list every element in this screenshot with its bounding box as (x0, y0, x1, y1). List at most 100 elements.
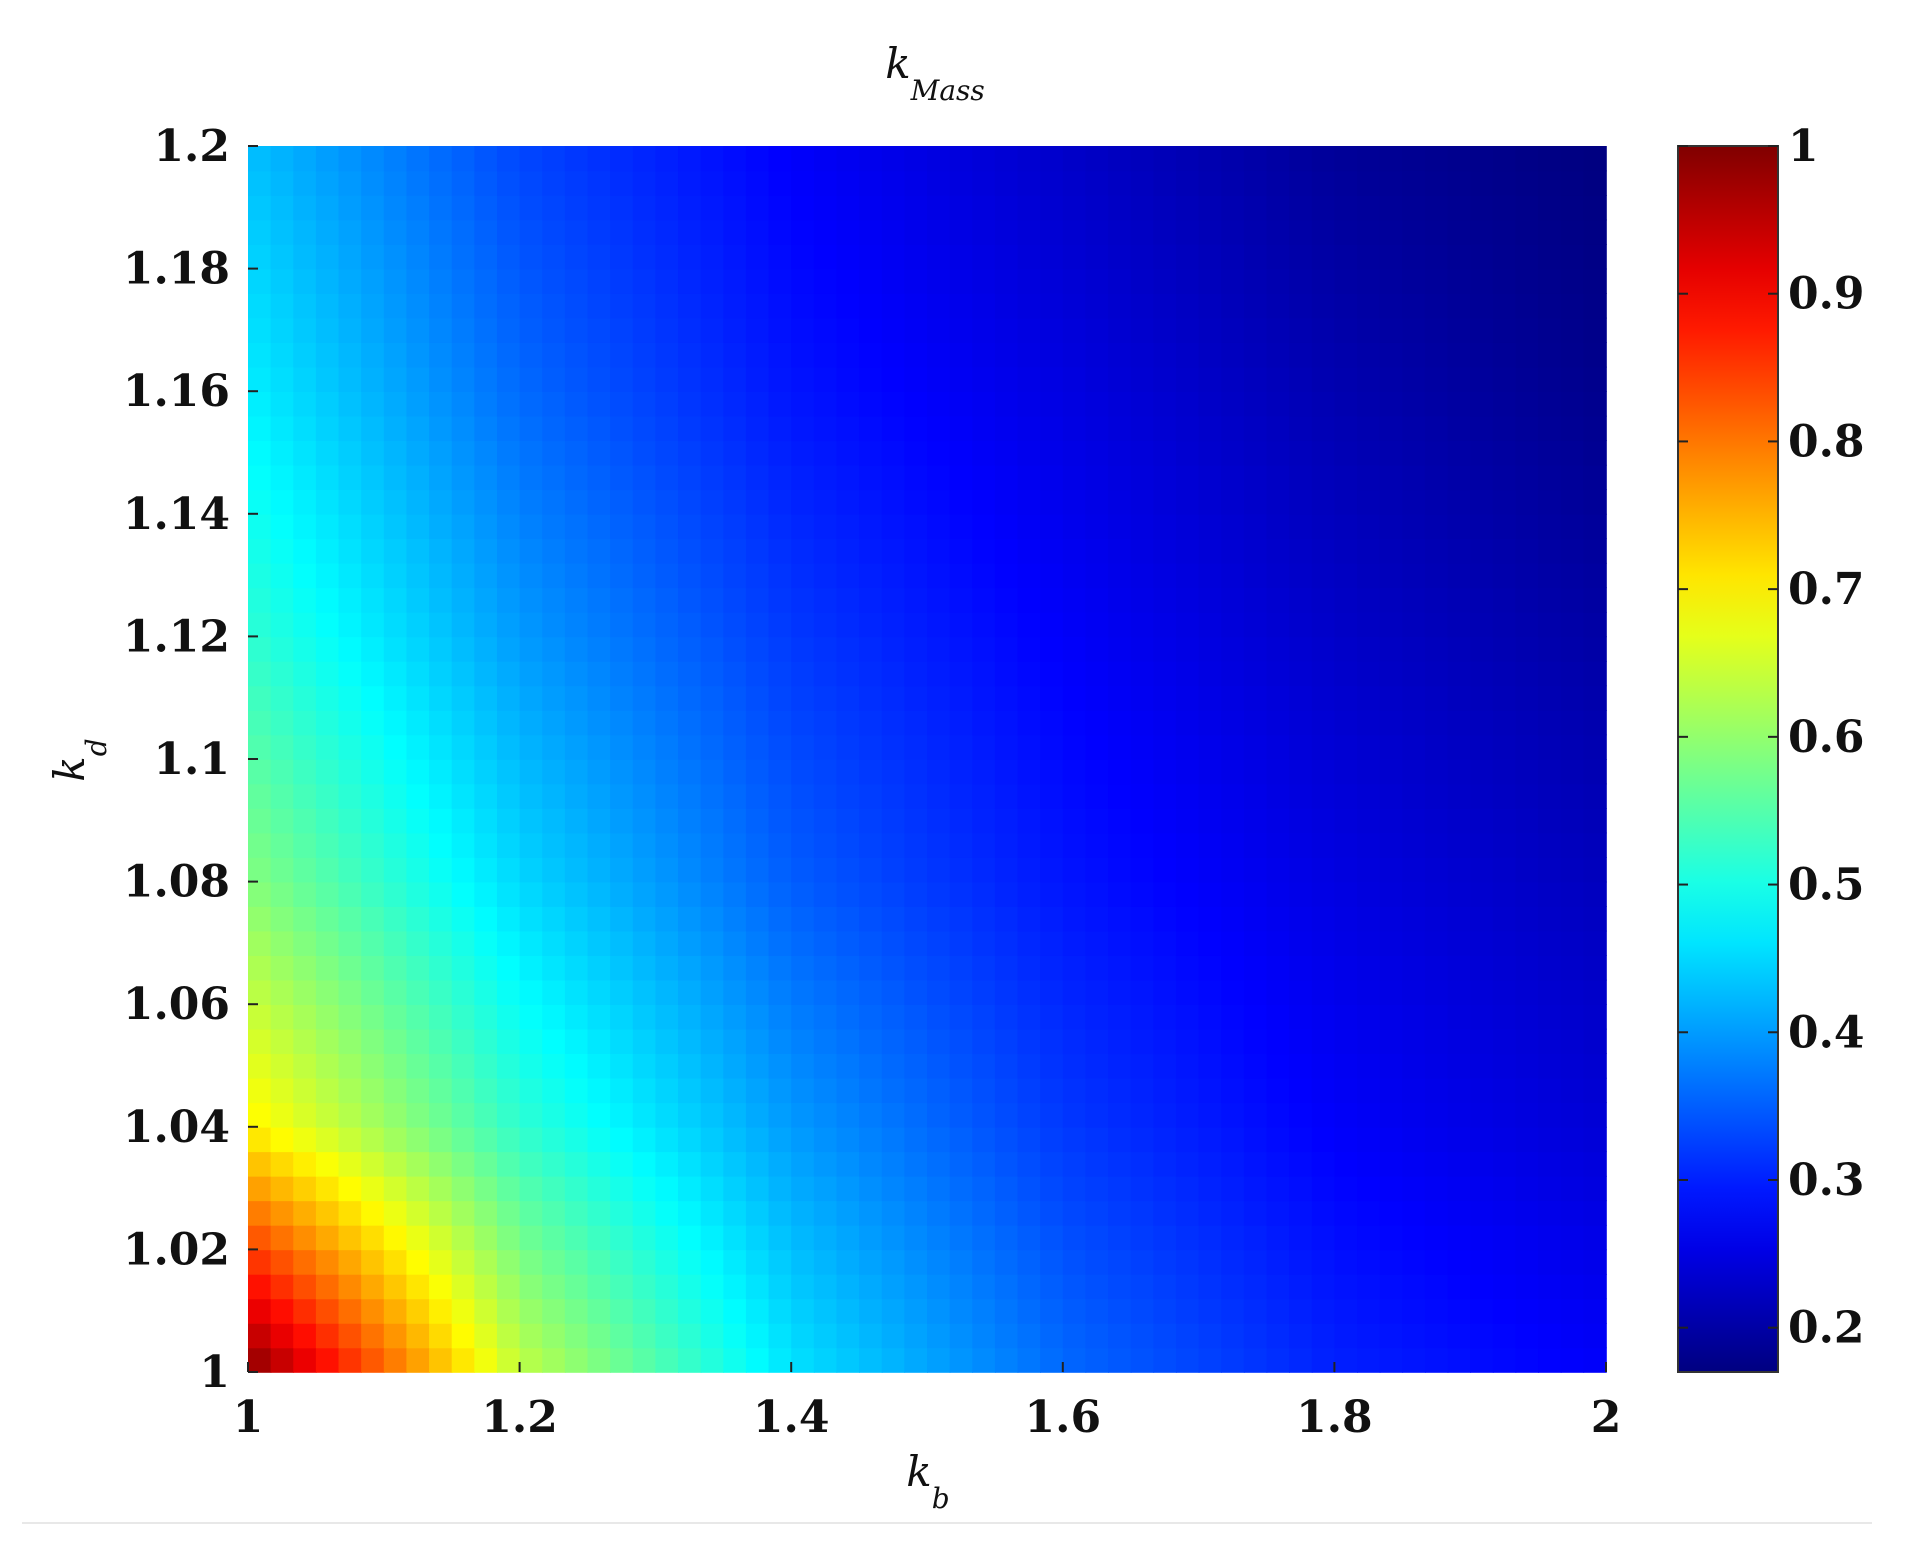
heatmap-cell (1311, 268, 1336, 294)
heatmap-cell (1243, 1102, 1268, 1128)
heatmap-cell (1560, 1004, 1585, 1030)
heatmap-cell (1311, 832, 1336, 858)
heatmap-cell (1492, 268, 1517, 294)
heatmap-cell (1198, 1224, 1223, 1251)
heatmap-cell (519, 146, 544, 172)
heatmap-cell (406, 759, 430, 785)
heatmap-cell (655, 1200, 679, 1226)
heatmap-cell (1583, 464, 1607, 491)
heatmap-cell (1266, 1249, 1290, 1275)
heatmap-cell (768, 170, 792, 196)
heatmap-cell (1447, 366, 1471, 392)
heatmap-cell (723, 979, 747, 1005)
heatmap-cell (587, 906, 611, 932)
x-tick-label: 1.8 (1296, 1392, 1373, 1443)
heatmap-cell (655, 170, 679, 196)
heatmap-cell (1492, 1004, 1517, 1030)
heatmap-cell (1492, 464, 1517, 491)
heatmap-cell (904, 415, 928, 442)
heatmap-cell (338, 1298, 362, 1324)
heatmap-cell (1492, 562, 1517, 589)
heatmap-cell (723, 1298, 747, 1324)
heatmap-cell (994, 636, 1019, 662)
heatmap-cell (1040, 930, 1064, 956)
heatmap-cell (1311, 1249, 1336, 1275)
heatmap-cell (1130, 808, 1155, 834)
heatmap-cell (1379, 1102, 1404, 1128)
heatmap-cell (293, 660, 317, 687)
heatmap-cell (1062, 1028, 1087, 1055)
heatmap-cell (587, 709, 611, 736)
heatmap-cell (1447, 660, 1471, 687)
heatmap-cell (1424, 930, 1449, 956)
heatmap-cell (270, 513, 295, 540)
heatmap-cell (564, 857, 589, 883)
heatmap-cell (587, 366, 611, 392)
heatmap-cell (1198, 857, 1223, 883)
heatmap-cell (542, 1102, 566, 1128)
heatmap-cell (1085, 1322, 1109, 1349)
heatmap-cell (1379, 734, 1404, 760)
heatmap-cell (1538, 1102, 1562, 1128)
heatmap-cell (1538, 660, 1562, 687)
heatmap-cell (383, 562, 408, 589)
heatmap-cell (474, 660, 498, 687)
heatmap-cell (1334, 1028, 1358, 1055)
heatmap-cell (813, 1224, 838, 1251)
heatmap-cell (1357, 1175, 1381, 1202)
heatmap-cell (383, 513, 408, 540)
heatmap-cell (678, 146, 702, 172)
heatmap-cell (655, 366, 679, 392)
heatmap-cell (1515, 366, 1539, 392)
heatmap-cell (1424, 170, 1449, 196)
heatmap-cell (1130, 293, 1155, 319)
heatmap-cell (791, 562, 815, 589)
heatmap-cell (1447, 1175, 1471, 1202)
heatmap-cell (1402, 1004, 1426, 1030)
heatmap-cell (496, 440, 521, 466)
heatmap-cell (1515, 1151, 1539, 1177)
heatmap-cell (836, 1175, 860, 1202)
heatmap-cell (1515, 464, 1539, 491)
heatmap-cell (1334, 366, 1358, 392)
heatmap-cell (881, 832, 906, 858)
heatmap-cell (678, 1175, 702, 1202)
heatmap-cell (1583, 930, 1607, 956)
heatmap-cell (1492, 587, 1517, 613)
heatmap-cell (632, 1028, 657, 1055)
heatmap-cell (1583, 1200, 1607, 1226)
heatmap-cell (813, 293, 838, 319)
heatmap-cell (1130, 244, 1155, 270)
heatmap-cell (745, 219, 770, 245)
heatmap-cell (927, 1347, 951, 1373)
heatmap-cell (904, 1200, 928, 1226)
heatmap-cell (610, 955, 634, 981)
heatmap-cell (1583, 415, 1607, 442)
heatmap-cell (1379, 783, 1404, 809)
heatmap-cell (361, 709, 385, 736)
heatmap-cell (406, 342, 430, 368)
heatmap-cell (1040, 464, 1064, 491)
heatmap-cell (1470, 832, 1494, 858)
heatmap-cell (1198, 1249, 1223, 1275)
heatmap-cell (1402, 146, 1426, 172)
heatmap-cell (1289, 979, 1313, 1005)
heatmap-cell (904, 979, 928, 1005)
heatmap-cell (1221, 1298, 1245, 1324)
heatmap-cell (655, 1273, 679, 1300)
heatmap-cell (949, 660, 974, 687)
heatmap-cell (1040, 881, 1064, 907)
heatmap-cell (836, 366, 860, 392)
heatmap-cell (700, 611, 725, 638)
heatmap-cell (1402, 636, 1426, 662)
heatmap-cell (745, 342, 770, 368)
heatmap-cell (496, 1151, 521, 1177)
heatmap-cell (1492, 489, 1517, 515)
heatmap-cell (1447, 808, 1471, 834)
colorbar-tick-label: 0.3 (1788, 1155, 1865, 1206)
heatmap-cell (994, 342, 1019, 368)
heatmap-cell (519, 195, 544, 221)
heatmap-cell (1402, 415, 1426, 442)
heatmap-cell (1402, 464, 1426, 491)
heatmap-cell (1289, 1322, 1313, 1349)
